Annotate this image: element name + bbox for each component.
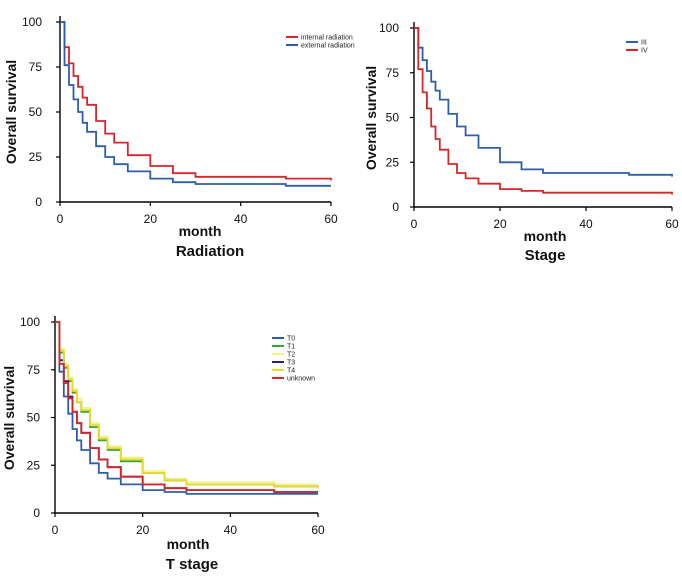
legend-label: internal radiation xyxy=(301,35,353,42)
y-tick-label: 75 xyxy=(386,66,400,80)
y-tick-label: 25 xyxy=(29,150,43,164)
y-tick-label: 0 xyxy=(392,200,399,214)
legend-label: IV xyxy=(641,48,648,55)
series-line-III xyxy=(414,27,673,177)
x-tick-label: 60 xyxy=(311,523,325,537)
legend-label: T3 xyxy=(287,360,295,367)
x-axis-label: month xyxy=(167,536,210,552)
y-tick-label: 100 xyxy=(22,15,42,29)
x-tick-label: 20 xyxy=(144,212,158,226)
series-line-T0 xyxy=(55,321,318,495)
y-tick-label: 50 xyxy=(27,411,41,425)
legend-label: T4 xyxy=(287,368,295,375)
chart-subtitle: T stage xyxy=(166,556,219,573)
legend-label: T2 xyxy=(287,352,295,359)
series-line-T2 xyxy=(55,321,318,486)
y-tick-label: 75 xyxy=(29,60,43,74)
chart-subtitle: Stage xyxy=(525,247,566,264)
series-line-unknown xyxy=(55,321,318,493)
chart-panel-0: 0 25 50 75 100 0 20 40 60 Overall survival month Ra… xyxy=(3,15,355,260)
x-tick-label: 0 xyxy=(57,212,64,226)
y-tick-label: 50 xyxy=(29,105,43,119)
y-tick-label: 50 xyxy=(386,111,400,125)
series-line-T3 xyxy=(55,321,318,493)
y-tick-label: 0 xyxy=(33,506,40,520)
x-axis-label: month xyxy=(524,228,567,244)
y-tick-label: 100 xyxy=(379,21,399,35)
x-tick-label: 20 xyxy=(493,217,507,231)
y-tick-label: 0 xyxy=(35,195,42,209)
y-tick-label: 100 xyxy=(20,315,40,329)
y-tick-label: 25 xyxy=(386,155,400,169)
y-axis-label: Overall survival xyxy=(363,66,379,170)
chart-panel-2: 0 25 50 75 100 0 20 40 60 Overall survival month T … xyxy=(1,315,325,573)
chart-subtitle: Radiation xyxy=(176,243,244,260)
y-axis-label: Overall survival xyxy=(1,366,17,470)
legend-label: III xyxy=(641,40,647,47)
y-tick-label: 75 xyxy=(27,363,41,377)
x-tick-label: 0 xyxy=(411,217,418,231)
x-tick-label: 40 xyxy=(579,217,593,231)
series-line-T4 xyxy=(55,321,319,489)
x-tick-label: 60 xyxy=(665,217,679,231)
legend-label: unknown xyxy=(287,376,315,383)
series-line-external-radiation xyxy=(60,21,331,187)
legend-label: T1 xyxy=(287,344,295,351)
x-tick-label: 20 xyxy=(136,523,150,537)
y-tick-label: 25 xyxy=(27,458,41,472)
chart-panel-1: 0 25 50 75 100 0 20 40 60 Overall survival month St… xyxy=(363,21,679,264)
legend-label: T0 xyxy=(287,336,295,343)
x-tick-label: 40 xyxy=(224,523,238,537)
legend-label: external radiation xyxy=(301,43,355,50)
series-line-internal-radiation xyxy=(60,21,332,181)
x-axis-label: month xyxy=(179,223,222,239)
series-line-IV xyxy=(414,27,673,195)
x-tick-label: 0 xyxy=(52,523,59,537)
x-tick-label: 60 xyxy=(324,212,338,226)
x-tick-label: 40 xyxy=(234,212,248,226)
y-axis-label: Overall survival xyxy=(3,60,19,164)
